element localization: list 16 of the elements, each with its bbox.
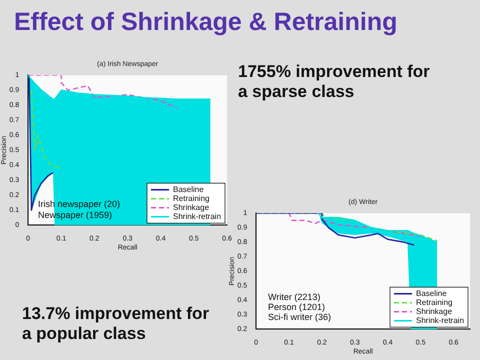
chart-title: Effect of Shrinkage & Retraining <box>14 8 398 37</box>
annotation: Writer (2213) <box>268 292 320 302</box>
legend-label: Shrinkage <box>173 202 210 212</box>
annotation: Sci-fi writer (36) <box>268 312 332 322</box>
legend-label: Shrink-retrain <box>173 212 222 221</box>
legend-label: Retraining <box>173 194 210 203</box>
legend-label: Baseline <box>416 288 448 298</box>
legend-label: Retraining <box>416 298 452 307</box>
line-series <box>30 90 62 169</box>
legend-label: Shrinkage <box>416 306 453 316</box>
annotation: Person (1201) <box>268 302 326 312</box>
line-series <box>28 75 178 109</box>
legend-label: Baseline <box>173 184 204 194</box>
text: 13.7% improvement for a popular class <box>22 304 210 344</box>
text: 1755% improvement for a sparse class <box>238 62 431 102</box>
legend-label: Shrink-retrain <box>416 316 464 325</box>
